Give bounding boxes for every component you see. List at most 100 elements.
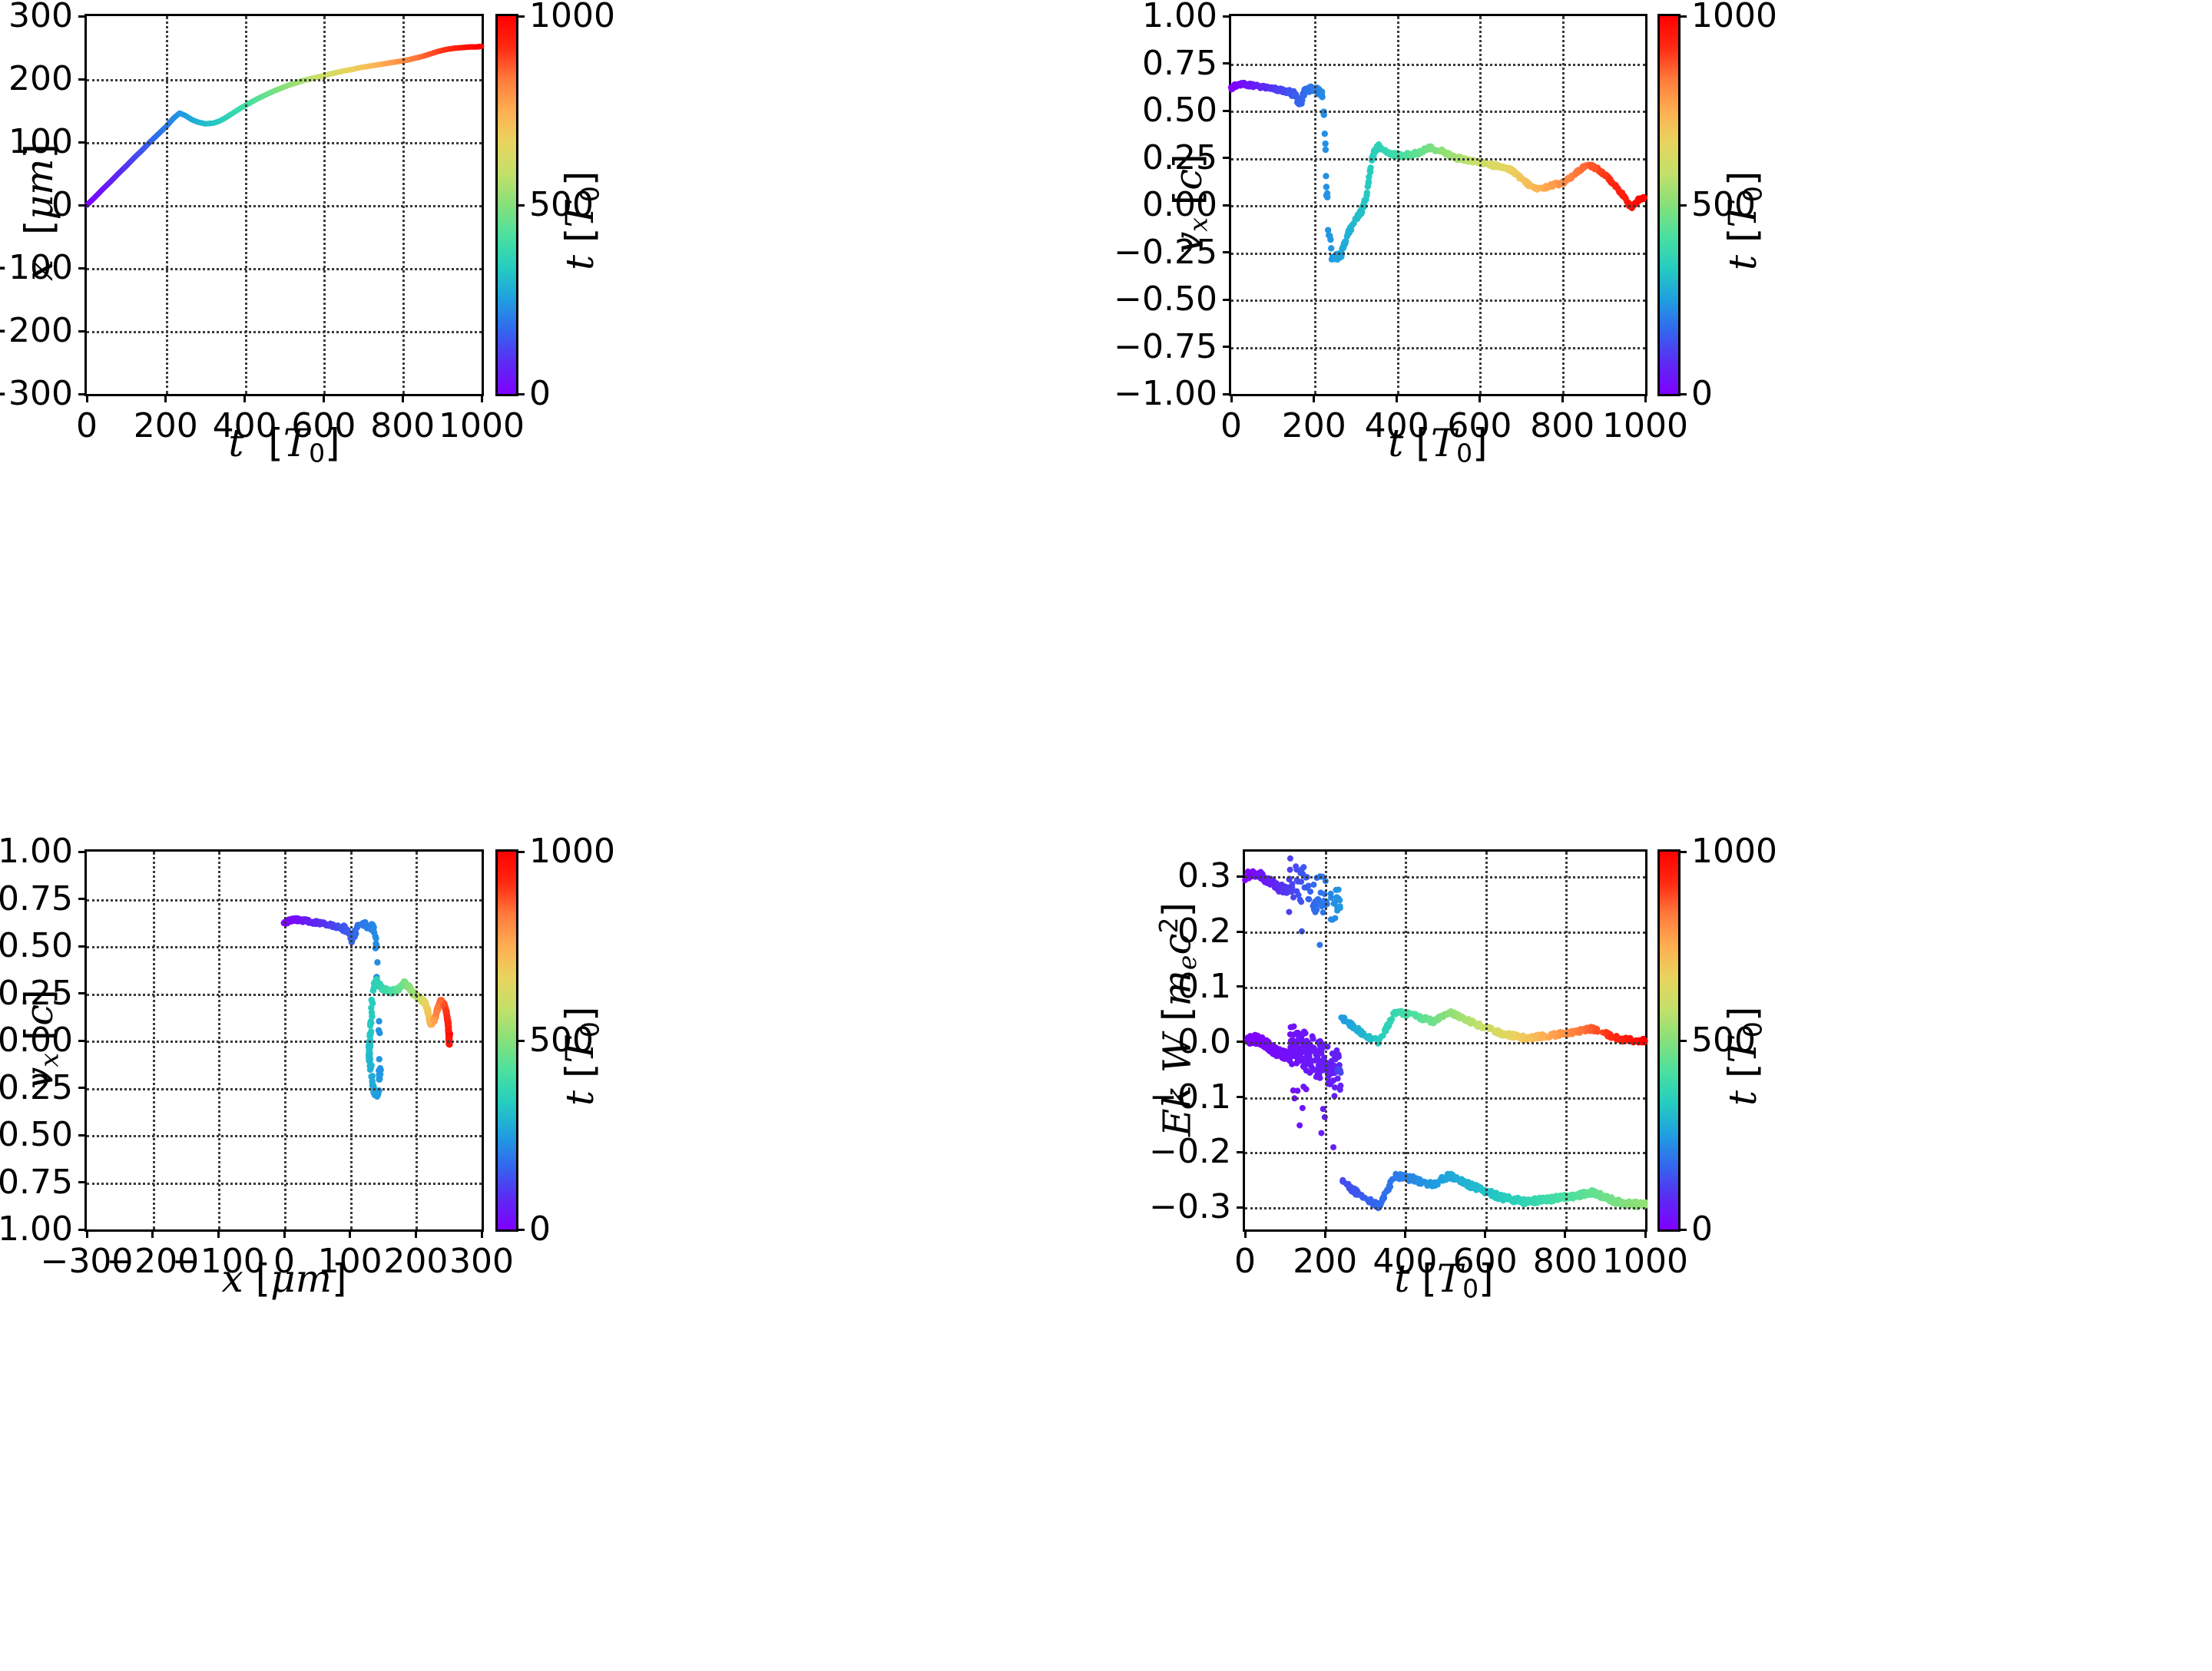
gridline-horizontal [87, 1135, 482, 1137]
colorbar-gradient [1660, 16, 1678, 394]
xtick-label: −300 [40, 1242, 134, 1281]
colorbar-tick [1678, 1228, 1687, 1231]
ytick [78, 392, 87, 395]
xtick-label: 0 [1234, 1242, 1256, 1281]
ytick [78, 898, 87, 900]
gridline-horizontal [1231, 299, 1645, 302]
series-vx-vs-t [1227, 79, 1648, 263]
xtick-label: 600 [1452, 1242, 1518, 1281]
colorbar-panel2 [1657, 14, 1681, 396]
xtick-label: −200 [106, 1242, 200, 1281]
ytick-label: −1.00 [0, 1209, 73, 1249]
ytick-label: 200 [8, 59, 73, 98]
colorbar-tick [516, 1228, 525, 1231]
colorbar-tick [516, 392, 525, 395]
xtick [1396, 394, 1399, 402]
ytick-label: −200 [0, 311, 73, 350]
xtick-label: 200 [133, 406, 198, 445]
panel-vx-vs-x: vx [c] x [μm] t [T0] −300 −200 −100 0 100 200… [0, 832, 1106, 1671]
ytick [78, 992, 87, 994]
ytick [78, 203, 87, 207]
ytick [1237, 985, 1245, 988]
ytick [1223, 346, 1231, 348]
xtick [1478, 394, 1481, 402]
panel-ekw-vs-t: Ek W [mec2] t [T0] t [T0] 0 200 400 600 800 1… [1106, 835, 2212, 1671]
xtick [151, 1229, 154, 1238]
panel-x-vs-t: x [μm] t [T0] t [T0] 02004006008001000−3… [0, 0, 1106, 836]
xtick [480, 394, 483, 402]
ytick-label: −300 [0, 374, 73, 413]
colorbar-tick-label: 500 [529, 1021, 594, 1060]
colorbar-panel4 [1657, 849, 1681, 1232]
series-ekw-vs-t [1242, 855, 1648, 1212]
ytick-label: 0.50 [1142, 91, 1217, 130]
ytick [78, 1181, 87, 1183]
gridline-horizontal [87, 142, 482, 144]
series-x-vs-t [84, 43, 485, 208]
xtick [1644, 394, 1647, 402]
xtick [1561, 394, 1564, 402]
ytick [1237, 1206, 1245, 1209]
colorbar-tick-label: 1000 [529, 832, 615, 871]
colorbar-panel3 [495, 849, 518, 1232]
xtick [1313, 394, 1316, 402]
xtick-label: 400 [212, 406, 277, 445]
xlabel-ekw-vs-t: t [T0] [1394, 1256, 1494, 1304]
ytick [1223, 157, 1231, 159]
ytick-label: 300 [8, 0, 73, 35]
gridline-horizontal [1231, 205, 1645, 207]
ytick [1223, 62, 1231, 65]
ytick-label: −0.75 [1114, 326, 1217, 366]
gridline-horizontal [1245, 1207, 1645, 1210]
xtick-label: 1000 [1602, 1242, 1688, 1281]
ytick [78, 1087, 87, 1089]
ytick-label: −0.25 [1114, 232, 1217, 272]
panel-vx-vs-t: vx [c] t [T0] t [T0] 0 200 400 600 800 1000 −1… [1106, 0, 2212, 836]
colorbar-tick-label: 500 [1691, 185, 1756, 224]
xtick [414, 1229, 417, 1238]
ytick-label: 1.00 [0, 832, 73, 871]
xtick-label: 0 [273, 1242, 295, 1281]
ytick [78, 945, 87, 948]
colorbar-tick-label: 500 [1691, 1021, 1756, 1060]
gridline-vertical [1325, 852, 1328, 1229]
ytick-label: −0.1 [1149, 1077, 1231, 1117]
ytick-label: 100 [8, 122, 73, 161]
series-vx-vs-x [280, 915, 454, 1100]
ytick [1237, 930, 1245, 933]
xtick-label: 200 [383, 1242, 449, 1281]
ytick [78, 1039, 87, 1042]
gridline-vertical [1485, 852, 1488, 1229]
xtick [401, 394, 404, 402]
colorbar-tick-label: 0 [529, 374, 551, 413]
ytick [78, 15, 87, 18]
xtick [1243, 1229, 1247, 1238]
xlabel-vx-vs-t: t [T0] [1388, 421, 1488, 468]
xtick [1644, 1229, 1647, 1238]
xtick [1230, 394, 1233, 402]
ytick [78, 1133, 87, 1137]
ytick-label: 0.0 [1177, 1021, 1231, 1061]
xtick [164, 394, 167, 402]
xtick-label: 400 [1364, 406, 1429, 445]
gridline-horizontal [1245, 1097, 1645, 1100]
colorbar-tick-label: 1000 [1691, 0, 1777, 35]
xtick-label: 800 [1530, 406, 1595, 445]
xtick [1323, 1229, 1326, 1238]
ytick-label: 0.3 [1177, 856, 1231, 896]
ytick [1223, 251, 1231, 253]
ytick-label: −0.50 [1114, 280, 1217, 319]
colorbar-tick [516, 15, 525, 18]
gridline-horizontal [87, 268, 482, 270]
xtick-label: 300 [449, 1242, 514, 1281]
plot-area-ekw-vs-t [1242, 849, 1648, 1232]
ytick-label: 0.2 [1177, 912, 1231, 951]
xtick-label: 100 [317, 1242, 382, 1281]
xtick-label: 200 [1281, 406, 1346, 445]
xtick [1403, 1229, 1406, 1238]
xtick-label: 800 [370, 406, 435, 445]
colorbar-tick-label: 0 [529, 1209, 551, 1249]
colorbar-panel1 [495, 14, 518, 396]
xtick [243, 394, 247, 402]
